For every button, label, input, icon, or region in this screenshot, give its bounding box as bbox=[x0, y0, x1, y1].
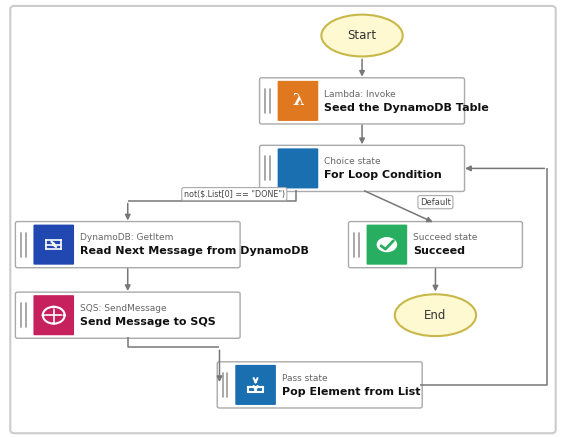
Text: DynamoDB: GetItem: DynamoDB: GetItem bbox=[80, 233, 173, 242]
Circle shape bbox=[41, 314, 45, 316]
FancyBboxPatch shape bbox=[33, 225, 74, 265]
Text: Choice state: Choice state bbox=[324, 157, 380, 166]
Text: λ: λ bbox=[292, 92, 304, 109]
FancyBboxPatch shape bbox=[33, 295, 74, 335]
Text: Default: Default bbox=[420, 198, 451, 207]
Text: Pop Element from List: Pop Element from List bbox=[281, 387, 420, 397]
FancyBboxPatch shape bbox=[235, 365, 276, 405]
Text: Start: Start bbox=[348, 29, 376, 42]
Text: For Loop Condition: For Loop Condition bbox=[324, 170, 441, 180]
Text: Read Next Message from DynamoDB: Read Next Message from DynamoDB bbox=[80, 246, 308, 257]
Text: End: End bbox=[424, 309, 447, 322]
Text: Send Message to SQS: Send Message to SQS bbox=[80, 317, 216, 327]
FancyBboxPatch shape bbox=[260, 78, 465, 124]
Text: Seed the DynamoDB Table: Seed the DynamoDB Table bbox=[324, 103, 488, 113]
Text: SQS: SendMessage: SQS: SendMessage bbox=[80, 304, 166, 313]
Text: Succeed: Succeed bbox=[413, 246, 465, 257]
FancyBboxPatch shape bbox=[278, 149, 318, 188]
Text: Lambda: Invoke: Lambda: Invoke bbox=[324, 90, 396, 99]
FancyBboxPatch shape bbox=[349, 222, 522, 268]
Ellipse shape bbox=[395, 294, 476, 336]
FancyBboxPatch shape bbox=[260, 146, 465, 191]
Circle shape bbox=[52, 306, 55, 309]
FancyBboxPatch shape bbox=[367, 225, 407, 265]
FancyBboxPatch shape bbox=[10, 6, 556, 433]
FancyBboxPatch shape bbox=[15, 222, 240, 268]
FancyBboxPatch shape bbox=[278, 81, 318, 121]
Ellipse shape bbox=[321, 14, 402, 56]
Circle shape bbox=[375, 236, 398, 253]
FancyBboxPatch shape bbox=[217, 362, 422, 408]
Circle shape bbox=[62, 314, 66, 316]
Text: Succeed state: Succeed state bbox=[413, 233, 477, 242]
Text: not($.List[0] == "DONE"): not($.List[0] == "DONE") bbox=[184, 190, 285, 198]
FancyBboxPatch shape bbox=[15, 292, 240, 338]
Text: Pass state: Pass state bbox=[281, 374, 327, 382]
Text: ?: ? bbox=[295, 162, 301, 172]
Circle shape bbox=[52, 322, 55, 325]
